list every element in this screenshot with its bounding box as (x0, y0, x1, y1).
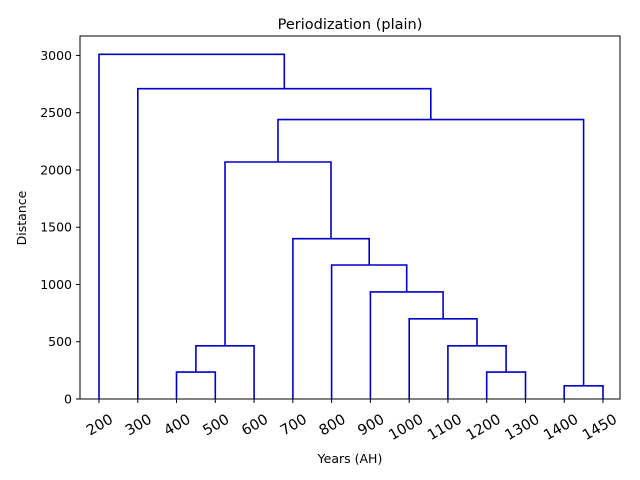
y-axis-label: Distance (14, 190, 29, 245)
y-tick-label: 500 (48, 334, 72, 349)
plot-frame (79, 35, 621, 400)
y-tick-label: 2500 (40, 105, 72, 120)
y-tick-label: 3000 (40, 48, 72, 63)
y-tick-label: 0 (64, 392, 72, 407)
x-axis-label: Years (AH) (317, 451, 383, 466)
y-tick-label: 1000 (40, 277, 72, 292)
y-tick-label: 2000 (40, 162, 72, 177)
dendrogram-links (98, 53, 604, 399)
y-tick-label: 1500 (40, 220, 72, 235)
chart-title: Periodization (plain) (278, 17, 423, 33)
link-200-300-1450 (98, 53, 286, 399)
y-axis: 0 500 1000 1500 2000 2500 3000 (40, 48, 80, 407)
